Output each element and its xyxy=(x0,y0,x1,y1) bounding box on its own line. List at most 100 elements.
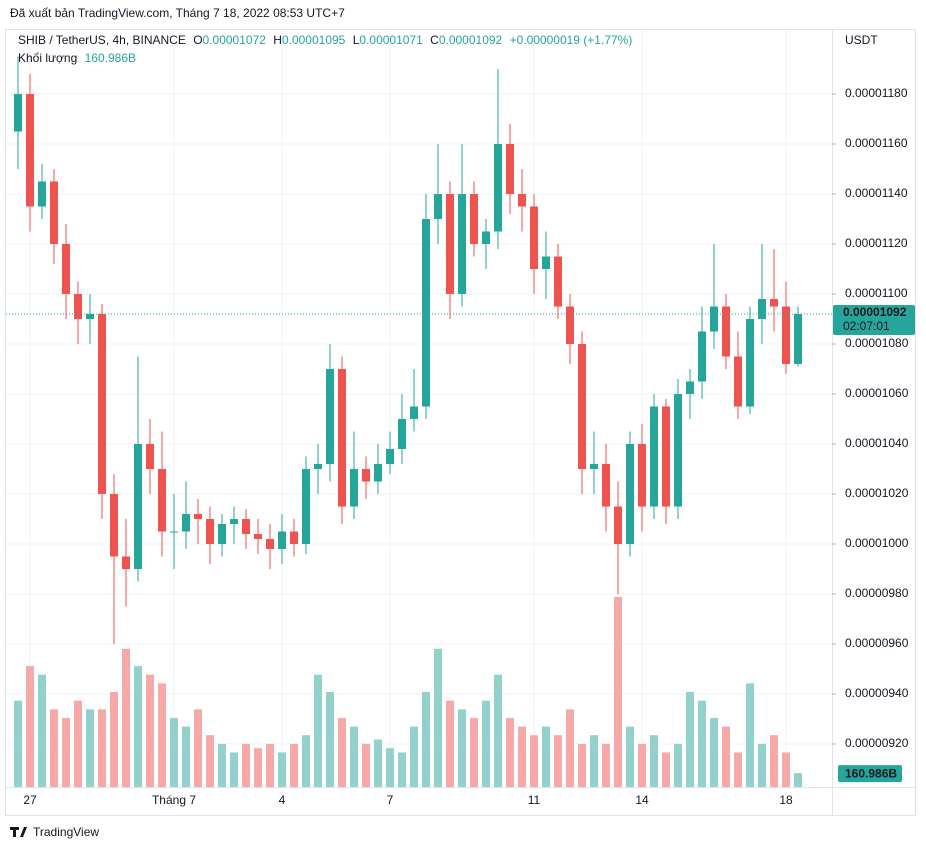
y-tick-label: 0.00000920 xyxy=(845,736,909,750)
candle-body xyxy=(50,181,58,244)
candle-body xyxy=(362,469,370,482)
candle-body xyxy=(626,444,634,544)
candle-body xyxy=(398,419,406,449)
footer-logo: TradingView xyxy=(10,825,99,839)
y-tick-label: 0.00000940 xyxy=(845,686,909,700)
y-tick-label: 0.00001100 xyxy=(845,286,908,300)
candle-body xyxy=(458,194,466,294)
candle-body xyxy=(710,306,718,332)
ohlc-value: 0.00001095 xyxy=(282,33,346,47)
candle-body xyxy=(278,531,286,549)
candle-body xyxy=(266,539,274,549)
ohlc-value: 0.00001092 xyxy=(439,33,503,47)
change: +0.00000019 (+1.77%) xyxy=(510,33,633,47)
volume-bar xyxy=(638,743,646,787)
candle-body xyxy=(770,299,778,307)
candle-body xyxy=(734,356,742,407)
volume-bar xyxy=(578,743,586,787)
volume-label-box xyxy=(838,765,902,783)
volume-legend: Khối lượng 160.986B xyxy=(18,51,136,65)
volume-bar xyxy=(74,700,82,787)
volume-bar xyxy=(170,717,178,787)
y-tick-label: 0.00000980 xyxy=(845,586,909,600)
volume-bar xyxy=(650,735,658,787)
volume-bar xyxy=(266,743,274,787)
volume-bar xyxy=(290,743,298,787)
candle-body xyxy=(542,256,550,269)
volume-bar xyxy=(110,692,118,787)
candle-body xyxy=(110,494,118,557)
candle-body xyxy=(590,464,598,469)
volume-bar xyxy=(242,743,250,787)
volume-bar xyxy=(134,666,142,787)
candle-body xyxy=(254,534,262,539)
volume-bar xyxy=(230,752,238,787)
volume-bar xyxy=(434,648,442,787)
candle-body xyxy=(26,94,34,207)
volume-bar xyxy=(482,700,490,787)
volume-axis-label: 160.986B xyxy=(845,766,897,780)
candle-body xyxy=(158,469,166,532)
candle-body xyxy=(290,531,298,544)
volume-bar xyxy=(686,692,694,787)
x-tick-label: 11 xyxy=(528,793,541,807)
y-tick-label: 0.00001000 xyxy=(845,536,909,550)
volume-bar xyxy=(26,666,34,787)
x-tick-label: 7 xyxy=(387,793,394,807)
volume-bar xyxy=(722,726,730,787)
volume-bar xyxy=(470,717,478,787)
candle-body xyxy=(614,506,622,544)
publish-header: Đã xuất bản TradingView.com, Tháng 7 18,… xyxy=(10,6,345,20)
candle-body xyxy=(74,294,82,319)
candle-body xyxy=(530,206,538,269)
volume-bar xyxy=(410,726,418,787)
candle-body xyxy=(650,406,658,507)
volume-bar xyxy=(362,743,370,787)
y-tick-label: 0.00001120 xyxy=(845,236,908,250)
y-tick-label: 0.00001140 xyxy=(845,186,908,200)
y-tick-label: 0.00001160 xyxy=(845,136,908,150)
volume-bar xyxy=(206,735,214,787)
y-tick-label: 0.00000960 xyxy=(845,636,909,650)
volume-bar xyxy=(254,748,262,787)
candle-body xyxy=(722,306,730,357)
candle-body xyxy=(686,381,694,394)
volume-bar xyxy=(674,743,682,787)
volume-bar xyxy=(530,735,538,787)
candle-body xyxy=(86,314,94,319)
volume-bar xyxy=(782,752,790,787)
footer-brand: TradingView xyxy=(33,825,99,839)
volume-bar xyxy=(386,748,394,787)
candle-body xyxy=(782,306,790,364)
candle-body xyxy=(302,469,310,544)
candle-body xyxy=(14,94,22,132)
candle-body xyxy=(170,531,178,533)
volume-bar xyxy=(62,717,70,787)
candle-body xyxy=(446,194,454,294)
volume-bar xyxy=(422,692,430,787)
candle-body xyxy=(566,306,574,344)
volume-title: Khối lượng xyxy=(18,51,77,65)
volume-layer xyxy=(14,597,802,787)
volume-bar xyxy=(734,752,742,787)
volume-bar xyxy=(770,735,778,787)
candle-body xyxy=(182,514,190,532)
candle-body xyxy=(242,519,250,534)
candle-body xyxy=(602,464,610,507)
candle-body xyxy=(758,299,766,319)
volume-bar xyxy=(458,709,466,787)
candle-body xyxy=(578,344,586,469)
candle-body xyxy=(794,314,802,364)
last-price-box xyxy=(833,305,915,335)
candle-body xyxy=(134,444,142,569)
candle-body xyxy=(62,244,70,294)
candle-body xyxy=(698,331,706,382)
y-tick-label: 0.00001060 xyxy=(845,386,909,400)
candle-body xyxy=(38,181,46,207)
volume-bar xyxy=(98,709,106,787)
volume-bar xyxy=(626,726,634,787)
volume-bar xyxy=(590,735,598,787)
ohlc-value: 0.00001072 xyxy=(203,33,267,47)
candle-body xyxy=(194,514,202,519)
